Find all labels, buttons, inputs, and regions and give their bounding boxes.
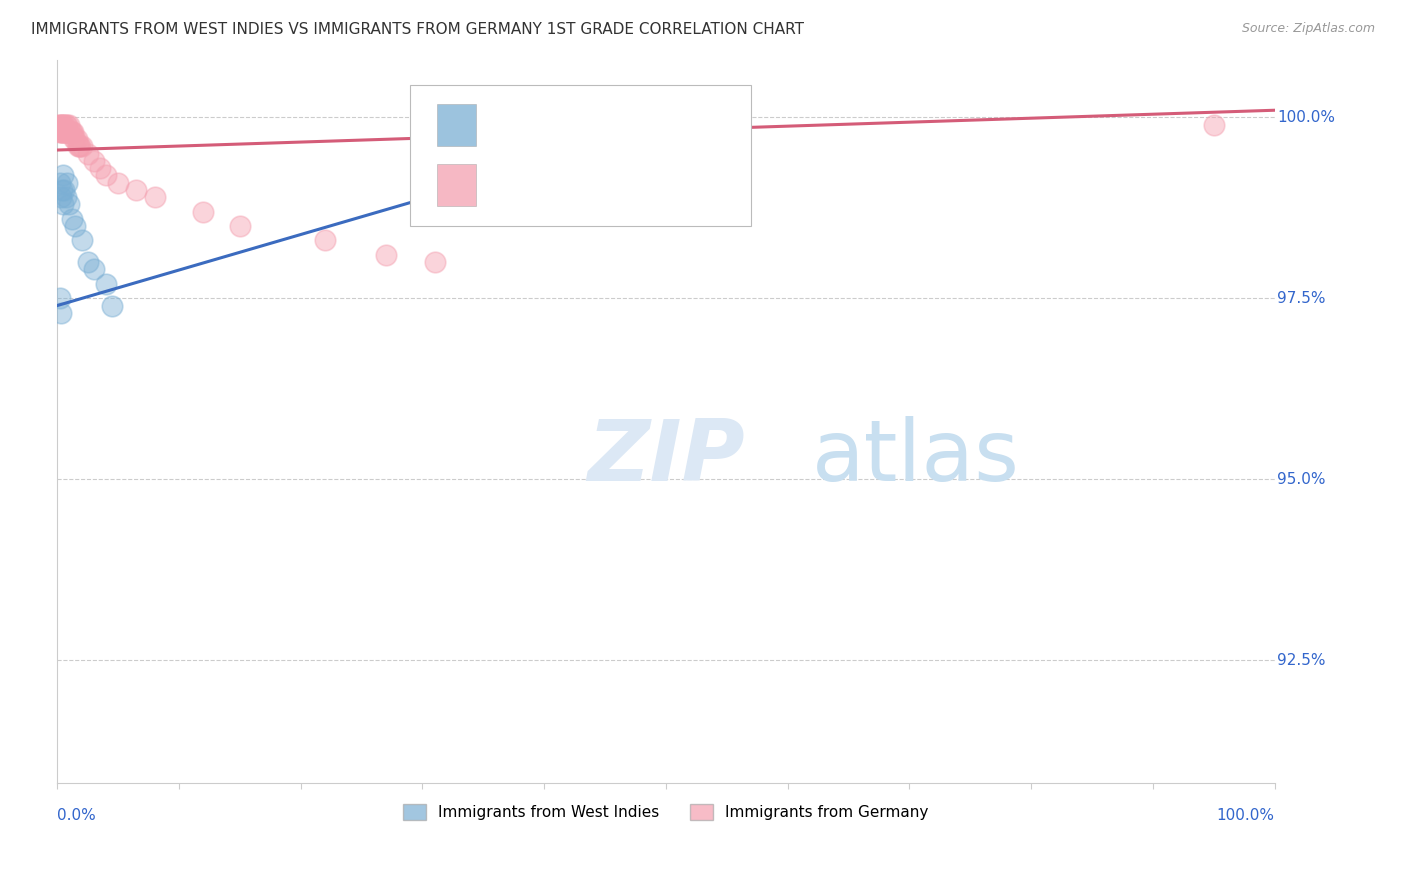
Point <box>59 125 82 139</box>
Point <box>65 132 87 146</box>
Point <box>69 139 91 153</box>
Point <box>60 125 83 139</box>
Point <box>55 125 77 139</box>
Point <box>53 118 76 132</box>
Point <box>76 146 98 161</box>
Text: 97.5%: 97.5% <box>1277 291 1326 306</box>
Text: 92.5%: 92.5% <box>1277 653 1326 667</box>
FancyBboxPatch shape <box>437 104 477 146</box>
Point <box>107 176 129 190</box>
Point <box>374 248 396 262</box>
Point <box>58 118 80 132</box>
Point <box>55 190 77 204</box>
Point <box>143 190 166 204</box>
Point <box>52 197 75 211</box>
Point <box>48 118 70 132</box>
Point <box>60 211 83 226</box>
Point <box>49 118 72 132</box>
Point <box>58 197 80 211</box>
FancyBboxPatch shape <box>411 85 751 226</box>
Point <box>49 125 72 139</box>
Point <box>509 118 531 132</box>
Point <box>70 234 93 248</box>
Point <box>65 219 87 233</box>
Point <box>1202 118 1225 132</box>
FancyBboxPatch shape <box>437 164 477 206</box>
Point <box>67 139 90 153</box>
Point <box>48 118 70 132</box>
Point <box>56 125 79 139</box>
Point <box>48 125 70 139</box>
Point <box>101 299 124 313</box>
Point <box>66 139 89 153</box>
Point <box>83 262 105 277</box>
Text: 100.0%: 100.0% <box>1277 110 1336 125</box>
Text: Source: ZipAtlas.com: Source: ZipAtlas.com <box>1241 22 1375 36</box>
Point <box>53 125 76 139</box>
Point <box>51 183 73 197</box>
Point <box>51 125 73 139</box>
Text: 100.0%: 100.0% <box>1216 808 1275 823</box>
Text: IMMIGRANTS FROM WEST INDIES VS IMMIGRANTS FROM GERMANY 1ST GRADE CORRELATION CHA: IMMIGRANTS FROM WEST INDIES VS IMMIGRANT… <box>31 22 804 37</box>
Point <box>58 125 80 139</box>
Text: R = 0.509    N = 41: R = 0.509 N = 41 <box>498 175 673 193</box>
Text: R = 0.459    N = 19: R = 0.459 N = 19 <box>498 123 675 141</box>
Text: 0.0%: 0.0% <box>58 808 96 823</box>
Point <box>125 183 148 197</box>
Point <box>63 132 86 146</box>
Point <box>53 183 76 197</box>
Text: ZIP: ZIP <box>588 416 745 499</box>
Point <box>62 125 84 139</box>
Point <box>423 255 446 269</box>
Point <box>49 190 72 204</box>
Text: 95.0%: 95.0% <box>1277 472 1326 487</box>
Point <box>89 161 111 175</box>
Text: atlas: atlas <box>813 416 1019 499</box>
Point <box>314 234 336 248</box>
Legend: Immigrants from West Indies, Immigrants from Germany: Immigrants from West Indies, Immigrants … <box>396 797 935 826</box>
Point <box>48 291 70 305</box>
Point <box>52 125 75 139</box>
Point <box>56 125 79 139</box>
Point <box>56 118 79 132</box>
Point <box>76 255 98 269</box>
Point <box>229 219 252 233</box>
Point <box>55 118 77 132</box>
Point <box>94 169 117 183</box>
Point <box>193 204 215 219</box>
Point <box>94 277 117 291</box>
Point <box>49 306 72 320</box>
Point <box>83 153 105 168</box>
Point <box>52 118 75 132</box>
Point <box>51 118 73 132</box>
Point <box>52 169 75 183</box>
Point <box>70 139 93 153</box>
Point <box>56 176 79 190</box>
Point <box>48 176 70 190</box>
Point <box>66 132 89 146</box>
